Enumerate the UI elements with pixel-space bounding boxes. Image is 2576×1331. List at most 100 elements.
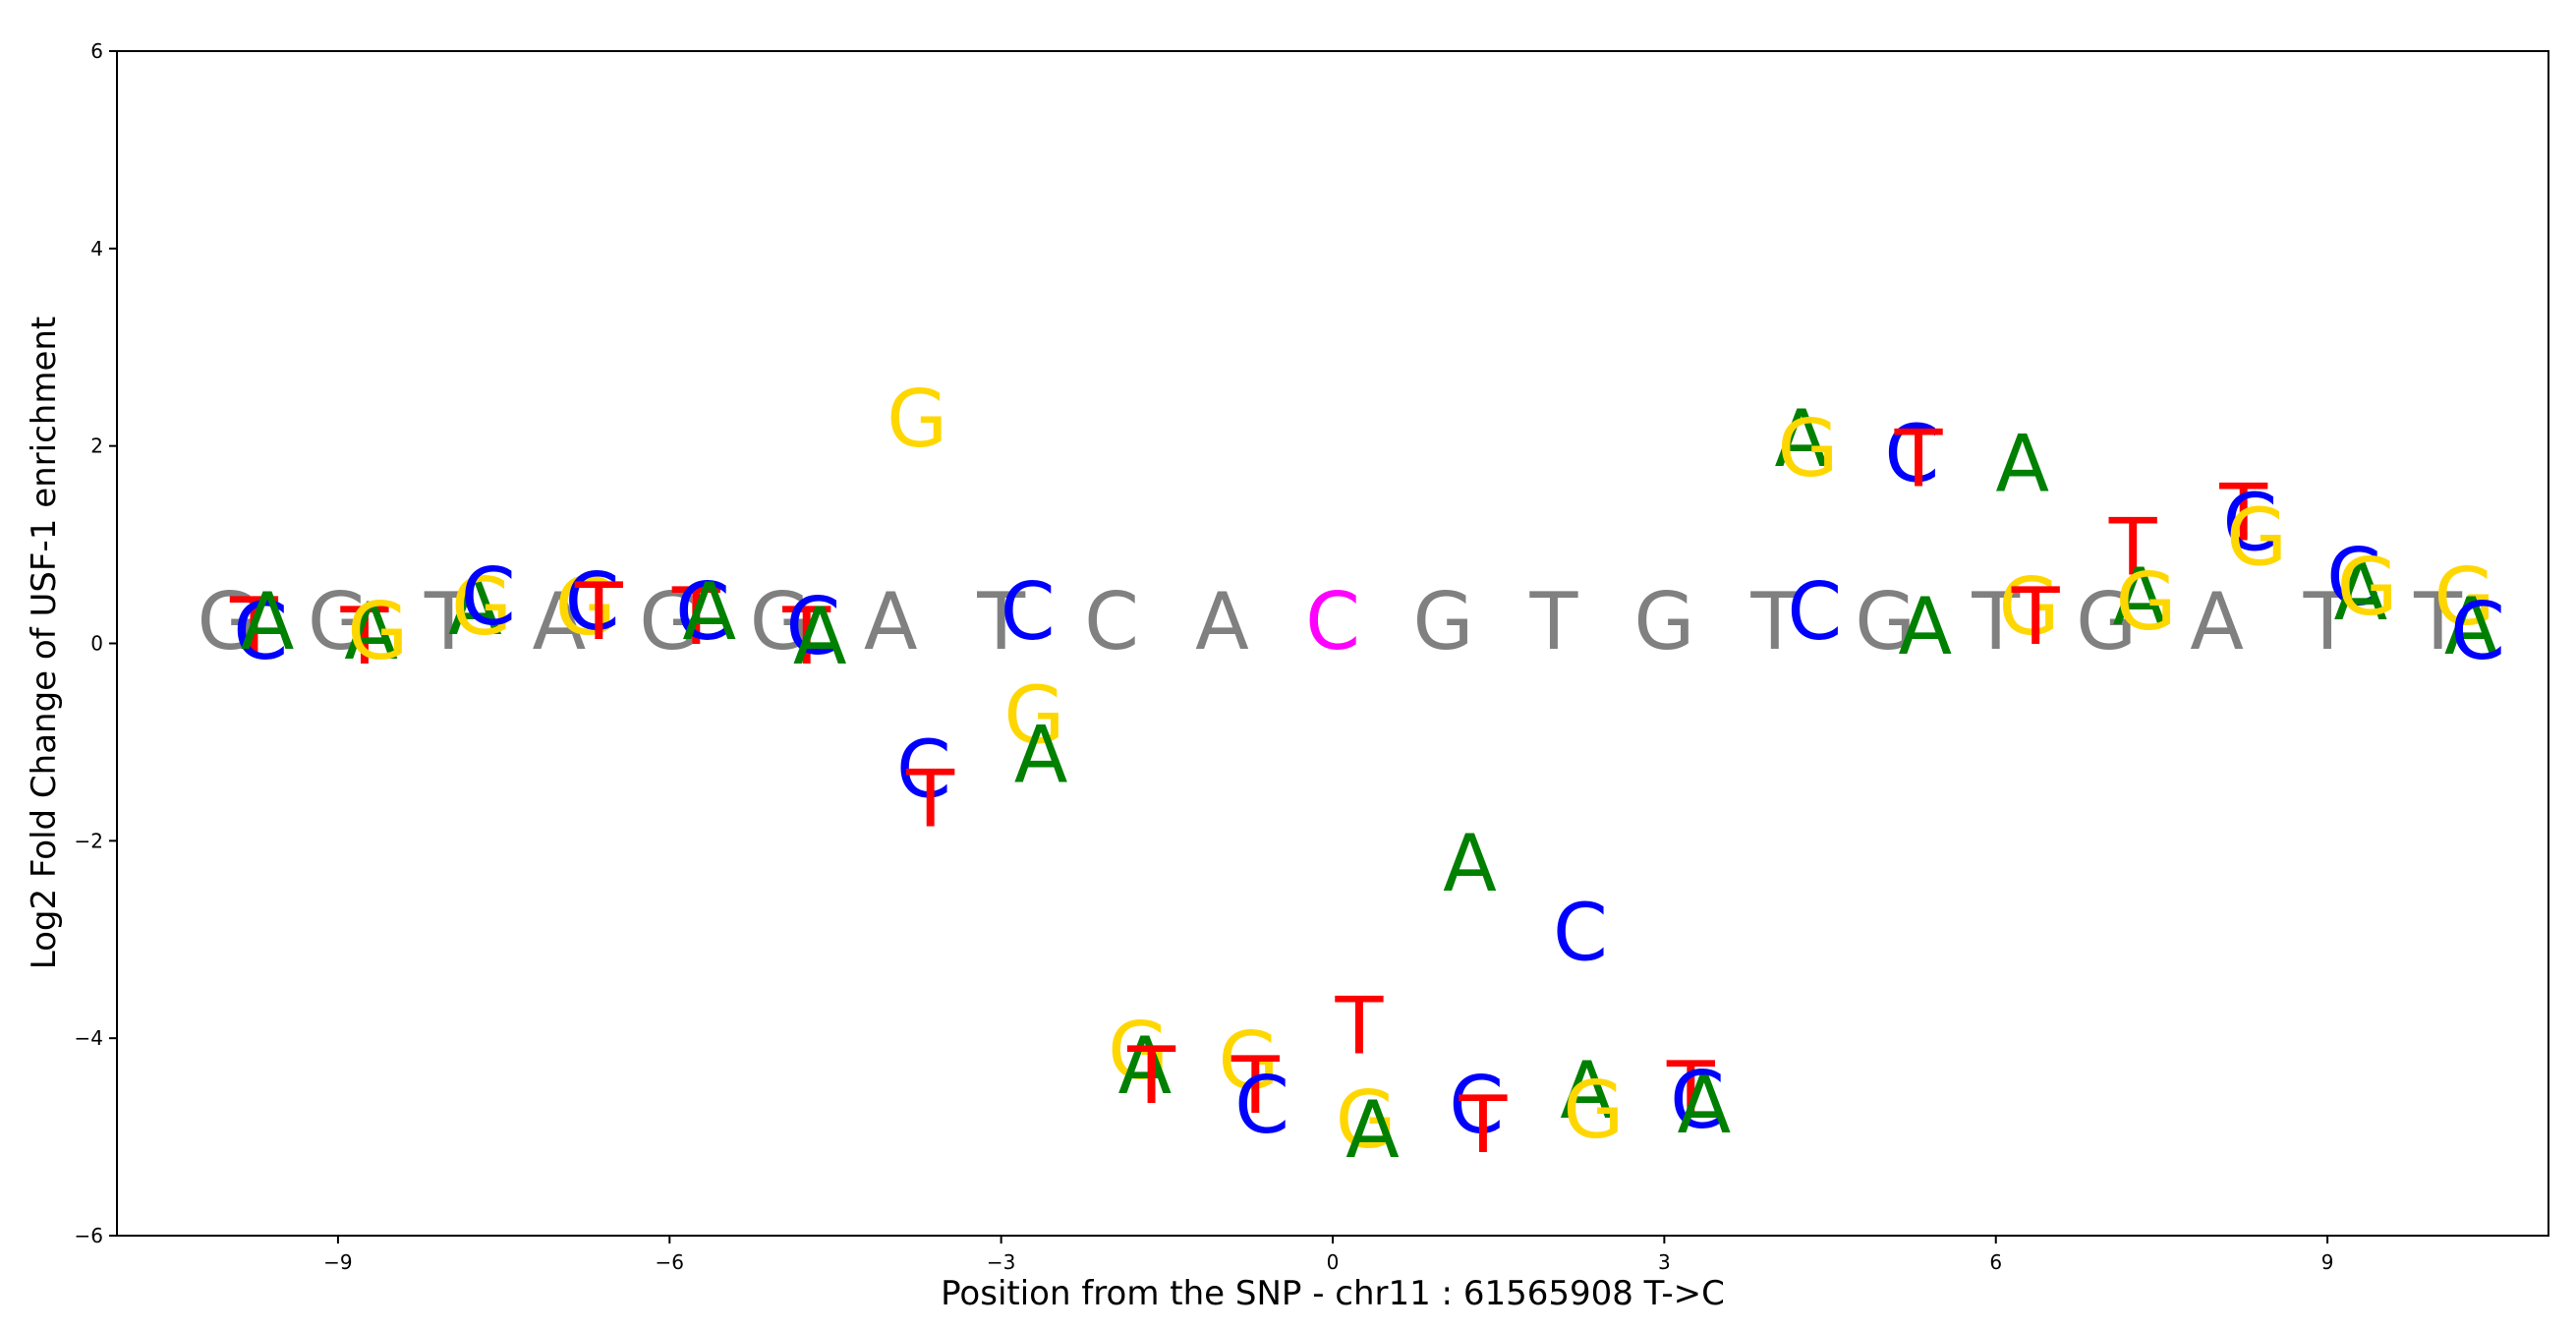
mutation-letter-a: A: [1117, 1020, 1172, 1112]
mutation-letter-g: G: [1998, 561, 2059, 653]
mutation-letter-g: G: [347, 586, 408, 677]
mutation-letter-c: C: [1449, 1060, 1504, 1151]
mutation-letter-g: G: [2337, 542, 2398, 633]
mutation-letter-g: G: [555, 561, 616, 653]
mutation-letter-t: T: [574, 566, 624, 658]
mutation-letter-t: T: [1459, 1079, 1509, 1171]
x-tick-label: 3: [1658, 1250, 1671, 1274]
x-axis-label: Position from the SNP - chr11 : 61565908…: [941, 1274, 1725, 1313]
mutation-letter-a: A: [2113, 551, 2167, 643]
reference-base-letter: T: [1971, 576, 2021, 667]
reference-base-letter: G: [750, 576, 811, 667]
mutation-letter-c: C: [1001, 566, 1056, 658]
mutation-letter-c: C: [1553, 887, 1608, 978]
mutation-letter-g: G: [1108, 1006, 1169, 1097]
mutation-letter-g: G: [2434, 551, 2495, 643]
mutation-letter-a: A: [1677, 1060, 1731, 1151]
mutation-letter-a: A: [1995, 418, 2049, 509]
mutation-letter-c: C: [461, 551, 516, 643]
mutation-letter-g: G: [887, 374, 947, 465]
mutation-letter-a: A: [682, 566, 736, 658]
mutation-letter-c: C: [675, 566, 730, 658]
y-axis-label: Log2 Fold Change of USF-1 enrichment: [25, 317, 64, 970]
y-tick-label: 2: [90, 434, 103, 458]
reference-base-letter: A: [532, 576, 586, 667]
mutation-letter-c: C: [2450, 586, 2505, 677]
reference-base-letter: G: [1633, 576, 1694, 667]
mutation-letter-a: A: [1560, 1045, 1614, 1136]
mutation-letter-a: A: [2333, 547, 2387, 638]
y-tick-label: −2: [75, 829, 103, 852]
reference-base-letter: C: [1084, 576, 1139, 667]
mutation-letter-t: T: [781, 591, 831, 682]
x-tick-label: 6: [1989, 1250, 2002, 1274]
mutation-letter-t: T: [1126, 1030, 1176, 1122]
reference-base-letter: G: [1855, 576, 1916, 667]
mutation-letter-t: T: [2218, 468, 2268, 559]
reference-base-letter: T: [2413, 576, 2463, 667]
mutation-letter-a: A: [1774, 393, 1828, 485]
y-tick-label: 4: [90, 237, 103, 260]
mutation-letter-g: G: [451, 561, 512, 653]
mutation-letter-c: C: [1884, 408, 1939, 499]
mutation-letter-c: C: [896, 724, 951, 816]
mutation-letter-g: G: [2116, 556, 2177, 648]
mutation-letter-c: C: [233, 586, 288, 677]
reference-base-letter: T: [976, 576, 1026, 667]
reference-base-letter: A: [2190, 576, 2244, 667]
y-tick-label: 0: [90, 632, 103, 656]
mutation-letter-t: T: [2108, 502, 2158, 594]
mutation-letter-g: G: [1563, 1065, 1624, 1156]
x-tick-label: −6: [656, 1250, 684, 1274]
mutation-letter-g: G: [1003, 669, 1064, 761]
mutation-letter-t: T: [1666, 1045, 1716, 1136]
mutation-letter-g: G: [1778, 403, 1839, 494]
mutation-letter-g: G: [1336, 1074, 1397, 1166]
x-tick-label: 9: [2321, 1250, 2334, 1274]
mutation-letter-t: T: [229, 581, 279, 672]
y-tick-label: −6: [75, 1224, 103, 1247]
mutation-letter-a: A: [1014, 710, 1068, 801]
x-tick-label: −9: [323, 1250, 352, 1274]
plot-frame: [116, 50, 2549, 1237]
mutation-letter-a: A: [2444, 581, 2498, 672]
mutation-letter-t: T: [1894, 413, 1944, 504]
mutation-letter-t: T: [1231, 1040, 1281, 1131]
reference-base-letter: G: [197, 576, 258, 667]
y-tick-label: 6: [90, 39, 103, 63]
mutation-letter-t: T: [671, 571, 721, 663]
mutation-letter-c: C: [1234, 1060, 1289, 1151]
reference-base-letter: A: [864, 576, 918, 667]
mutation-letter-a: A: [344, 586, 398, 677]
mutation-letter-c: C: [565, 556, 620, 648]
mutation-letter-c: C: [2326, 532, 2381, 623]
mutation-letter-c: C: [2222, 478, 2277, 569]
mutation-letter-a: A: [1898, 581, 1952, 672]
mutation-letter-a: A: [241, 576, 295, 667]
reference-base-letter: A: [1195, 576, 1249, 667]
mutation-letter-g: G: [1219, 1015, 1280, 1107]
reference-base-letter: G: [639, 576, 700, 667]
reference-base-letter: T: [2303, 576, 2353, 667]
reference-base-letter: G: [2076, 576, 2137, 667]
mutation-letter-t: T: [1335, 981, 1385, 1072]
axis-ticks: −9 −6 −3 0 3 6 9 −6 −4 −2 0 2 4 6: [75, 39, 2334, 1274]
mutation-letter-t: T: [2011, 571, 2061, 663]
x-tick-label: −3: [987, 1250, 1015, 1274]
snp-base-letter: C: [1305, 576, 1360, 667]
reference-base-letter: G: [1412, 576, 1473, 667]
reference-base-letter: G: [308, 576, 369, 667]
mutation-letter-c: C: [1670, 1055, 1725, 1146]
mutation-letter-c: C: [1787, 566, 1842, 658]
y-tick-label: −4: [75, 1026, 103, 1050]
mutation-letter-a: A: [1443, 818, 1497, 909]
mutation-letter-a: A: [1345, 1084, 1400, 1176]
mutation-letter-a: A: [793, 591, 847, 682]
reference-base-letter: T: [1749, 576, 1800, 667]
reference-base-letter: T: [1528, 576, 1578, 667]
mutation-letter-c: C: [786, 581, 841, 672]
reference-base-letter: T: [424, 576, 474, 667]
mutation-letter-t: T: [905, 754, 955, 845]
